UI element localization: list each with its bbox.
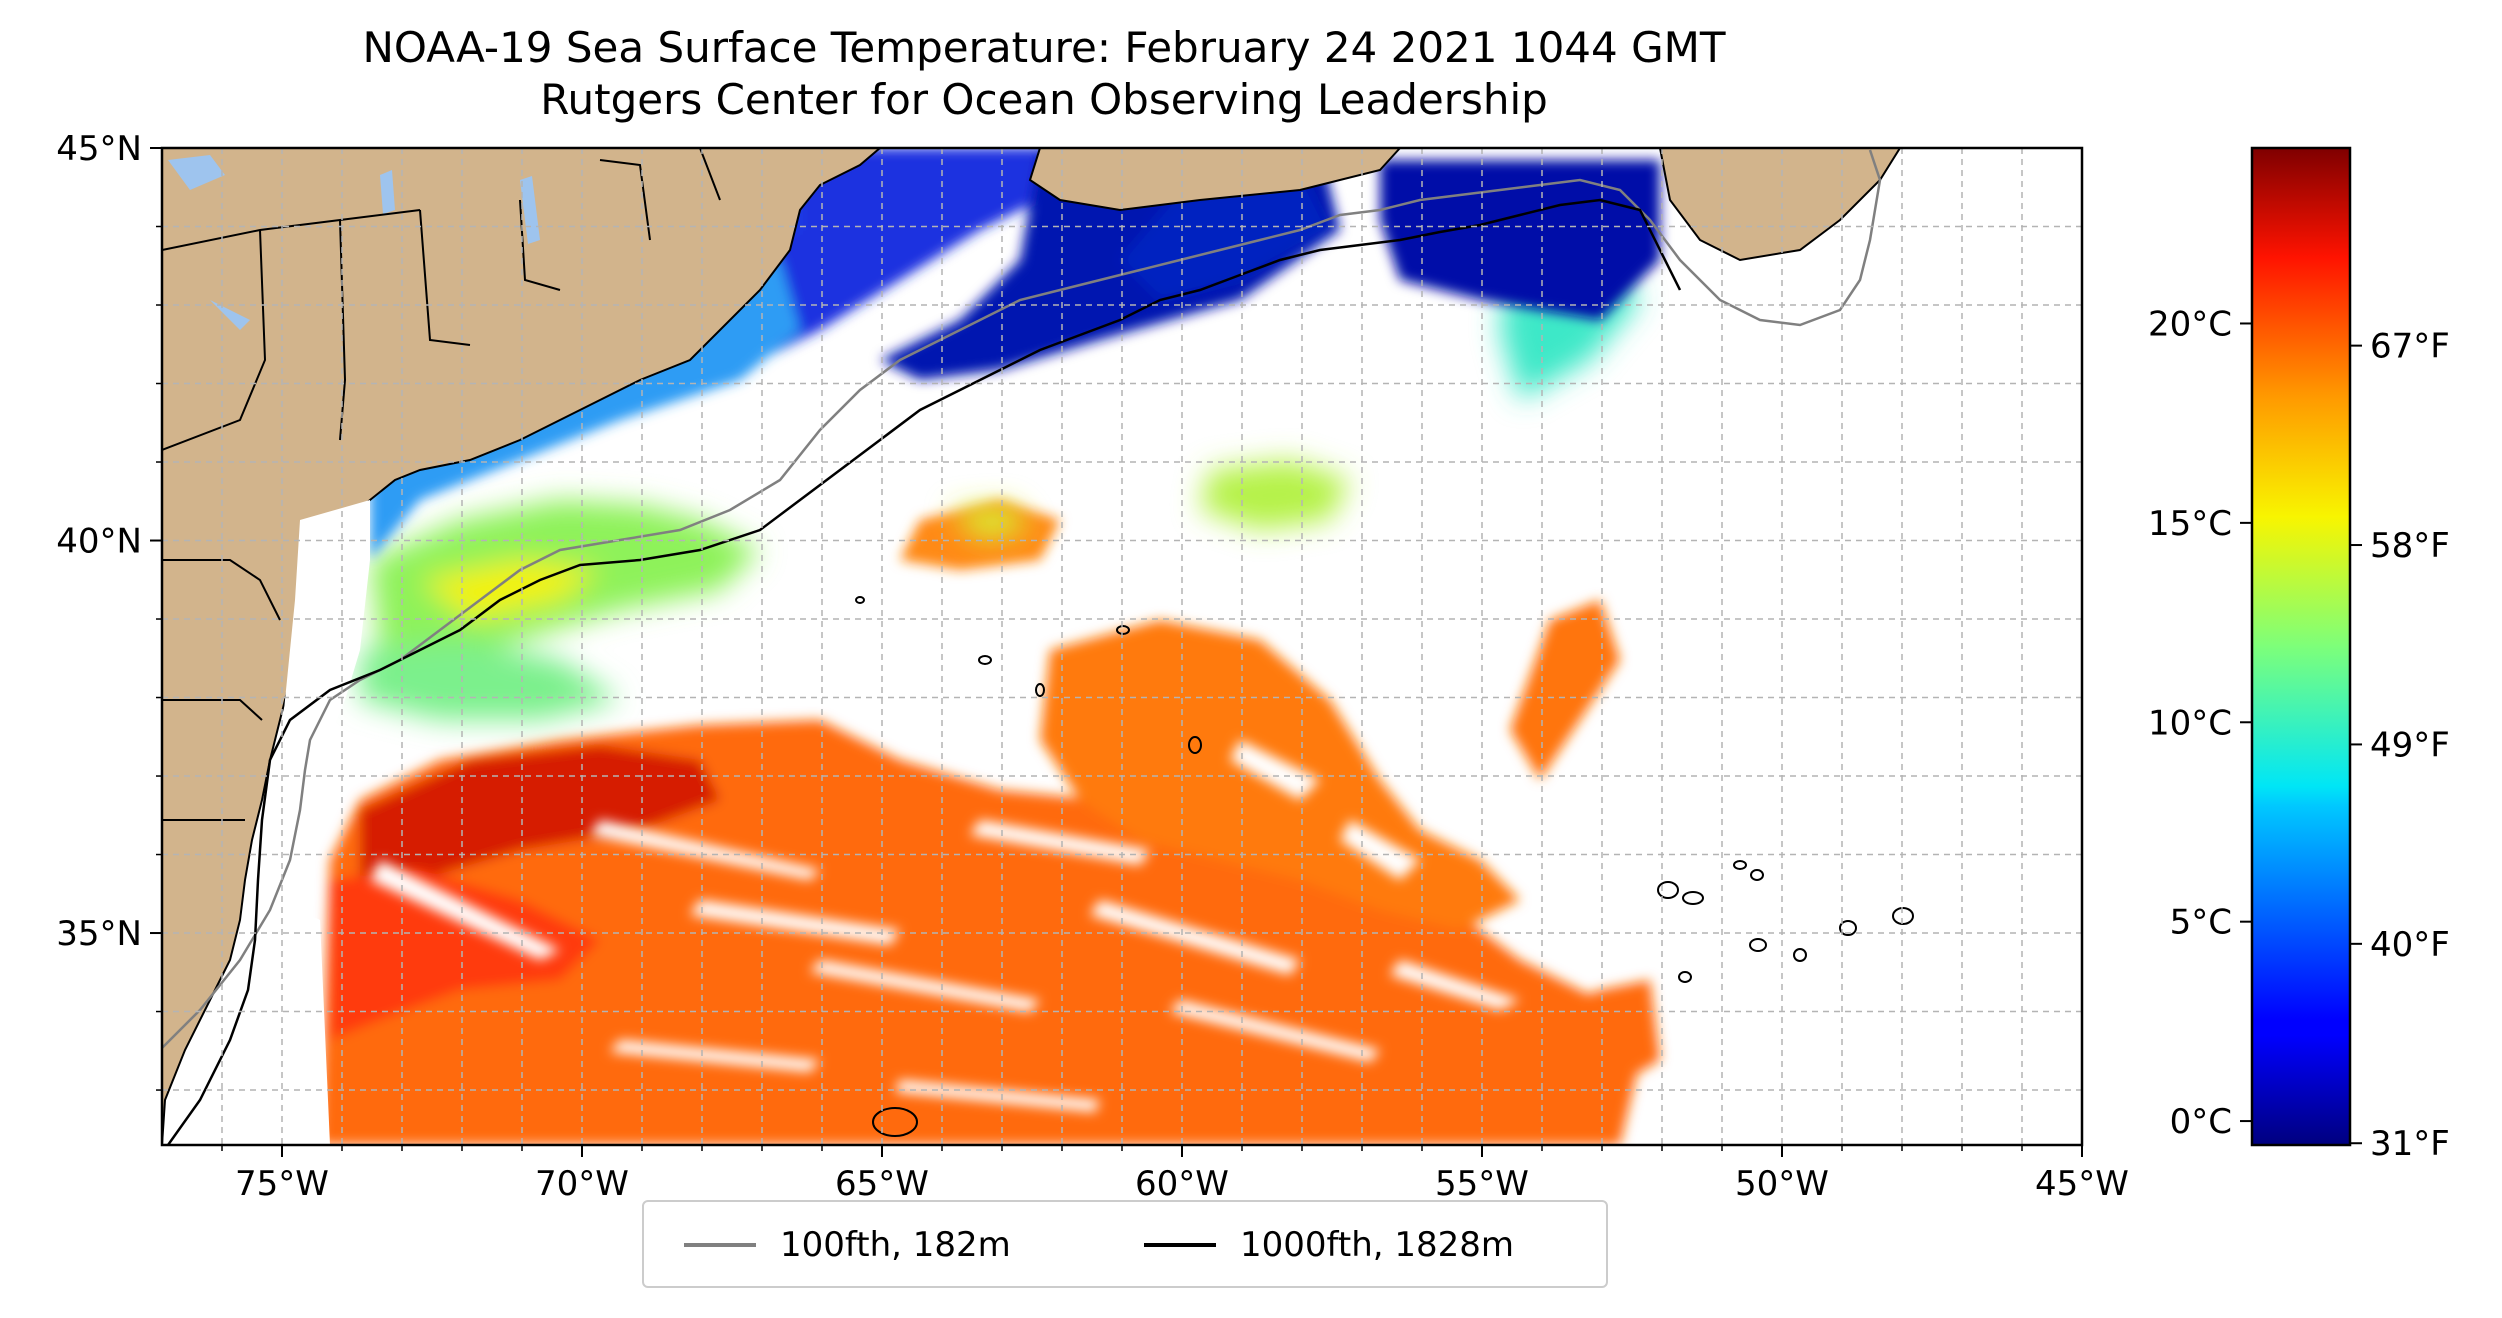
celsius-tick-label: 0°C xyxy=(2170,1102,2232,1142)
lakes xyxy=(168,155,540,330)
legend-line-black xyxy=(1144,1243,1216,1247)
land-mass-canada xyxy=(1658,148,1902,262)
fahrenheit-tick-label: 40°F xyxy=(2370,925,2450,965)
longitude-axis: 75°W 70°W 65°W 60°W 55°W 50°W 45°W xyxy=(221,1145,2129,1204)
colorbar-celsius-axis: 20°C 15°C 10°C 5°C 0°C xyxy=(2148,304,2252,1142)
colorbar-fahrenheit-axis: 67°F 58°F 49°F 40°F 31°F xyxy=(2350,327,2450,1164)
map-legend: 100fth, 182m 1000fth, 1828m xyxy=(642,1200,1608,1288)
lon-tick-label: 75°W xyxy=(235,1164,329,1204)
latitude-axis: 45°N 40°N 35°N xyxy=(56,129,162,1091)
coastal-gap xyxy=(240,500,370,1145)
seamounts xyxy=(855,596,1914,1137)
fahrenheit-tick-label: 49°F xyxy=(2370,725,2450,765)
celsius-tick-label: 10°C xyxy=(2148,703,2232,743)
map-title: NOAA-19 Sea Surface Temperature: Februar… xyxy=(362,23,1726,72)
fahrenheit-tick-label: 58°F xyxy=(2370,526,2450,566)
map-layers xyxy=(162,148,2082,1145)
colorbar xyxy=(2250,146,2352,1147)
legend-line-gray xyxy=(684,1243,756,1247)
graticule xyxy=(162,148,2082,1145)
lon-tick-label: 50°W xyxy=(1735,1164,1829,1204)
map-subtitle: Rutgers Center for Ocean Observing Leade… xyxy=(540,75,1548,124)
lat-tick-label: 35°N xyxy=(56,914,142,954)
lon-tick-label: 55°W xyxy=(1435,1164,1529,1204)
isobath-1000fth xyxy=(166,198,1682,1145)
lon-tick-label: 60°W xyxy=(1135,1164,1229,1204)
legend-item-100fth: 100fth, 182m xyxy=(684,1222,1011,1268)
lon-tick-label: 45°W xyxy=(2035,1164,2129,1204)
fahrenheit-tick-label: 67°F xyxy=(2370,327,2450,367)
celsius-tick-label: 15°C xyxy=(2148,504,2232,544)
lon-tick-label: 70°W xyxy=(535,1164,629,1204)
legend-label-1000fth: 1000fth, 1828m xyxy=(1240,1225,1515,1265)
celsius-tick-label: 20°C xyxy=(2148,304,2232,344)
legend-label-100fth: 100fth, 182m xyxy=(780,1225,1011,1265)
lon-tick-label: 65°W xyxy=(835,1164,929,1204)
isobath-100fth xyxy=(162,149,1882,1049)
lat-tick-label: 45°N xyxy=(56,129,142,169)
celsius-tick-label: 5°C xyxy=(2170,903,2232,943)
lat-tick-label: 40°N xyxy=(56,522,142,562)
cloud-gaps xyxy=(370,740,1520,1112)
legend-item-1000fth: 1000fth, 1828m xyxy=(1144,1222,1514,1268)
fahrenheit-tick-label: 31°F xyxy=(2370,1124,2450,1164)
map-title-block: NOAA-19 Sea Surface Temperature: Februar… xyxy=(160,22,1928,126)
